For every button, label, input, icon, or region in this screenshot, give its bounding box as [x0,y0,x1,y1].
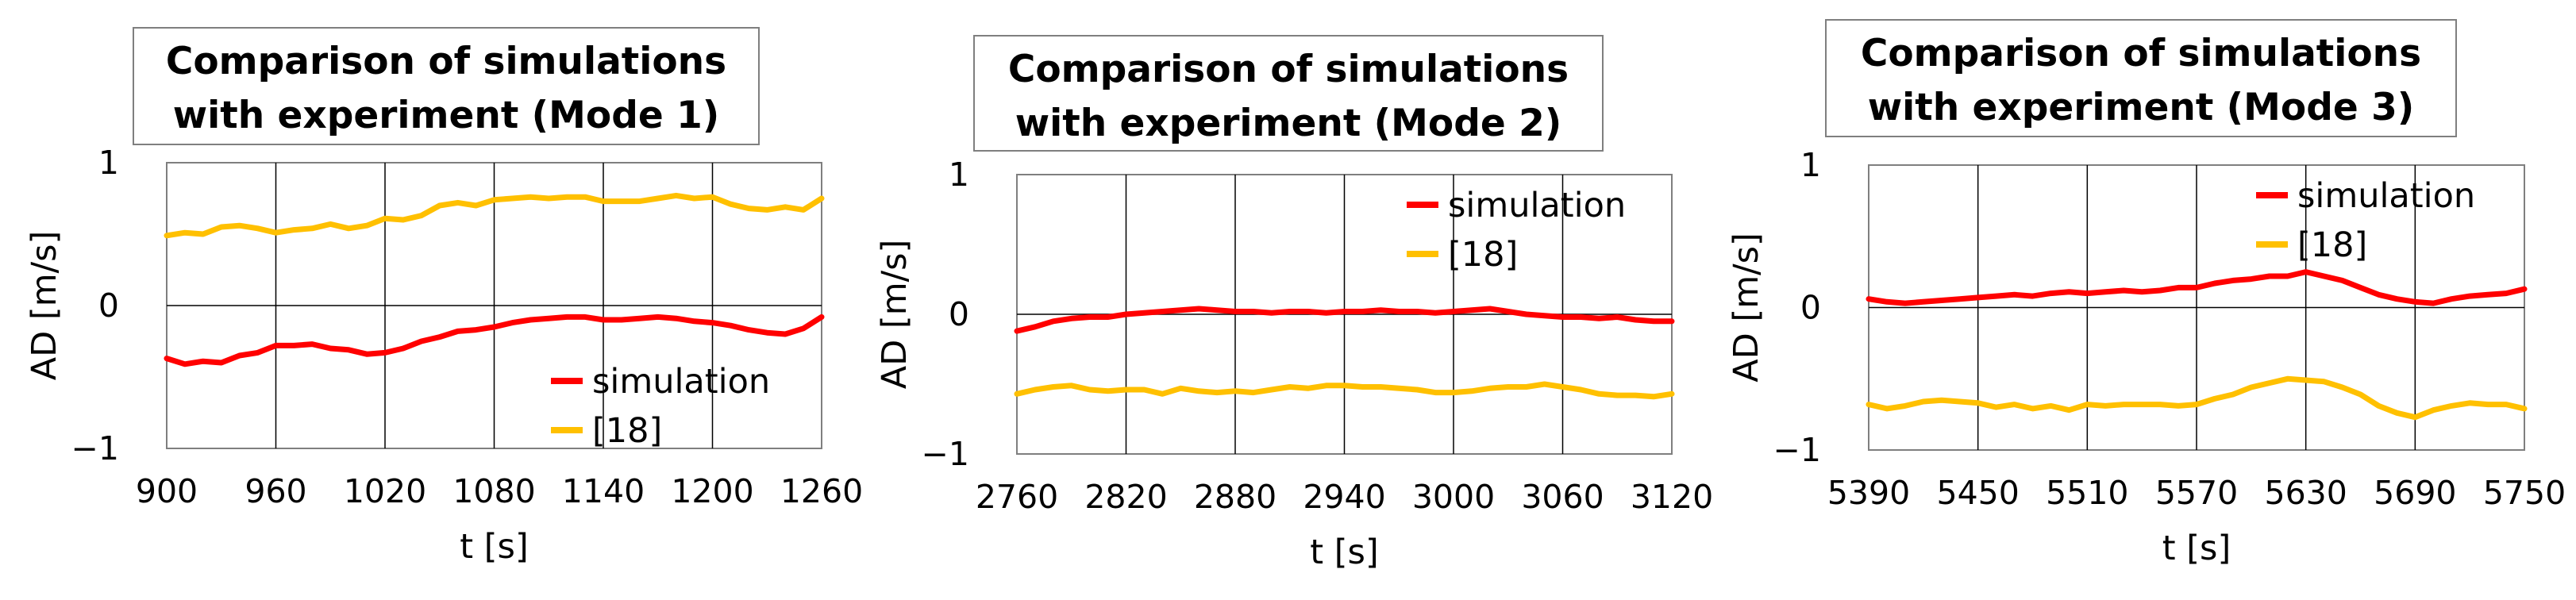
series-line-simulation [164,313,825,367]
chart-title-line: Comparison of simulations [166,40,726,83]
series-line-simulation [1866,269,2528,306]
x-tick-label: 5630 [2264,474,2347,512]
x-tick-label: 5510 [2046,474,2128,512]
chart-title-box [1825,19,2457,137]
y-tick-label: 1 [949,156,969,194]
legend-label: [18] [592,411,662,451]
y-tick-label: −1 [71,429,119,467]
x-tick-label: 1080 [452,472,535,510]
legend-label: simulation [2297,176,2475,216]
x-tick-label: 5750 [2483,474,2566,512]
chart-title-box [973,35,1604,152]
y-axis-label: AD [m/s] [1727,233,1766,383]
x-tick-label: 3000 [1412,478,1495,516]
x-tick-label: 3120 [1631,478,1713,516]
x-tick-label: 1260 [780,472,863,510]
series-line-simulation [1014,306,1675,334]
legend-label: simulation [592,362,770,402]
x-tick-label: 2820 [1084,478,1167,516]
x-tick-label: 2760 [976,478,1058,516]
series-line-reference [164,192,825,239]
legend: simulation [18] [551,362,770,451]
chart-panel-1: Comparison of simulations with experiment… [25,27,863,567]
series-line-reference [1866,375,2528,421]
chart-panel-2: Comparison of simulations with experiment… [875,35,1713,572]
x-axis-label: t [s] [2162,529,2231,568]
y-tick-label: 1 [1800,146,1821,184]
chart-panel-3: Comparison of simulations with experiment… [1727,19,2566,568]
series-line-reference [1014,381,1675,400]
x-tick-label: 2940 [1303,478,1385,516]
x-axis-label: t [s] [1310,533,1378,572]
x-tick-label: 5450 [1936,474,2019,512]
x-tick-label: 3060 [1521,478,1604,516]
legend: simulation [18] [1407,186,1626,275]
y-axis-label: AD [m/s] [875,240,914,390]
x-tick-label: 900 [136,472,198,510]
chart-title-box [133,27,760,145]
chart-title-line: Comparison of simulations [1008,48,1569,91]
x-axis-label: t [s] [460,527,528,567]
y-axis-label: AD [m/s] [25,231,64,381]
legend-label: simulation [1448,186,1626,225]
legend: simulation [18] [2256,176,2475,265]
y-tick-label: 0 [949,295,969,333]
legend-label: [18] [1448,235,1518,275]
x-tick-label: 5570 [2155,474,2238,512]
x-tick-label: 960 [245,472,306,510]
y-tick-label: −1 [1773,431,1821,469]
x-tick-label: 1020 [344,472,426,510]
y-tick-label: 1 [98,144,119,182]
x-tick-label: 1200 [671,472,753,510]
chart-title-line: Comparison of simulations [1861,32,2421,75]
x-tick-label: 5690 [2374,474,2456,512]
chart-title-line: with experiment (Mode 2) [1015,102,1562,145]
x-tick-label: 5390 [1827,474,1910,512]
y-tick-label: 0 [98,287,119,325]
x-tick-label: 2880 [1194,478,1276,516]
x-tick-label: 1140 [562,472,645,510]
chart-title-line: with experiment (Mode 3) [1868,86,2415,129]
legend-label: [18] [2297,225,2367,265]
y-tick-label: −1 [922,435,969,473]
y-tick-label: 0 [1800,289,1821,327]
chart-title-line: with experiment (Mode 1) [173,94,720,137]
